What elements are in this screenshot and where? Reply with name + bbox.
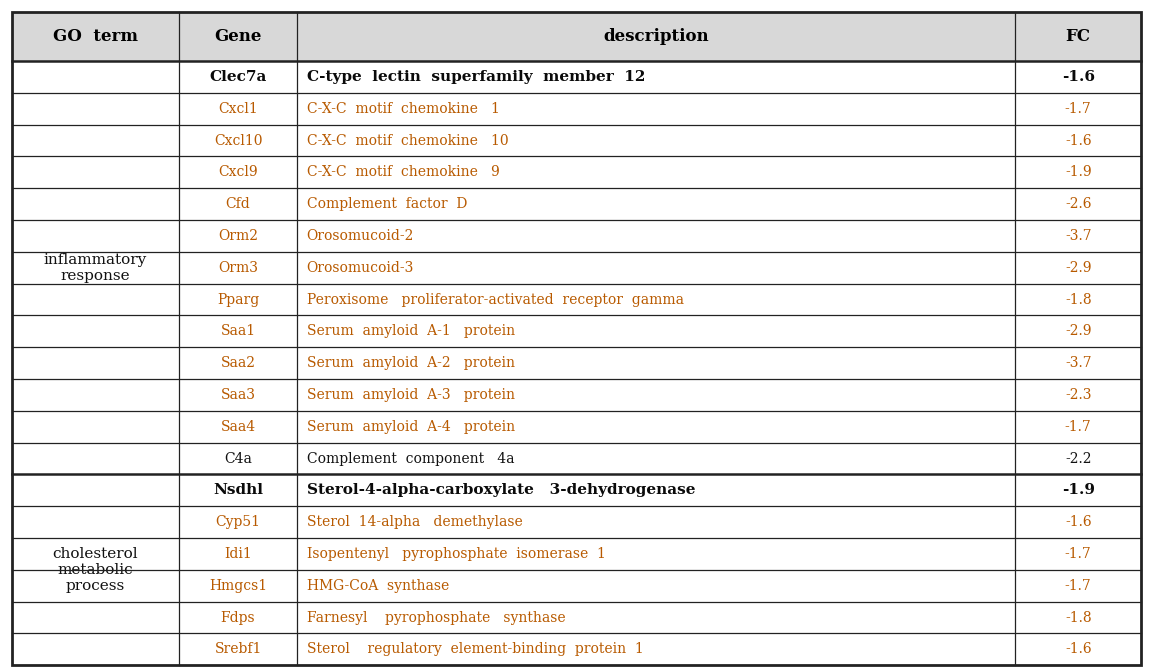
Text: cholesterol
metabolic
process: cholesterol metabolic process <box>52 547 138 593</box>
Text: -1.7: -1.7 <box>1065 101 1092 116</box>
Bar <box>12 506 1141 538</box>
Text: -2.3: -2.3 <box>1065 388 1092 402</box>
Text: Peroxisome   proliferator-activated  receptor  gamma: Peroxisome proliferator-activated recept… <box>307 292 684 306</box>
Text: GO  term: GO term <box>53 28 137 45</box>
Bar <box>12 220 1141 252</box>
Text: Cfd: Cfd <box>226 197 250 211</box>
Text: -1.7: -1.7 <box>1065 579 1092 593</box>
Text: Serum  amyloid  A-2   protein: Serum amyloid A-2 protein <box>307 356 514 370</box>
Text: -1.7: -1.7 <box>1065 420 1092 434</box>
Text: Saa2: Saa2 <box>220 356 256 370</box>
Text: Orosomucoid-2: Orosomucoid-2 <box>307 229 414 243</box>
Text: Hmgcs1: Hmgcs1 <box>209 579 267 593</box>
Text: Cxcl1: Cxcl1 <box>218 101 258 116</box>
Text: -1.8: -1.8 <box>1065 292 1092 306</box>
Bar <box>12 570 1141 601</box>
Text: Srebf1: Srebf1 <box>214 642 262 657</box>
Text: Clec7a: Clec7a <box>210 70 266 84</box>
Text: Saa1: Saa1 <box>220 325 256 339</box>
Text: C4a: C4a <box>224 452 253 466</box>
Text: Cyp51: Cyp51 <box>216 515 261 529</box>
Text: Saa3: Saa3 <box>220 388 256 402</box>
Text: Orosomucoid-3: Orosomucoid-3 <box>307 261 414 275</box>
Text: -2.2: -2.2 <box>1065 452 1092 466</box>
Text: Serum  amyloid  A-4   protein: Serum amyloid A-4 protein <box>307 420 514 434</box>
Bar <box>12 252 1141 284</box>
Text: -1.7: -1.7 <box>1065 547 1092 561</box>
Bar <box>12 443 1141 474</box>
Text: Idi1: Idi1 <box>224 547 253 561</box>
Text: inflammatory
response: inflammatory response <box>44 253 146 283</box>
Bar <box>12 12 1141 61</box>
Text: FC: FC <box>1065 28 1091 45</box>
Text: C-X-C  motif  chemokine   1: C-X-C motif chemokine 1 <box>307 101 499 116</box>
Text: -1.6: -1.6 <box>1065 515 1092 529</box>
Bar <box>12 188 1141 220</box>
Text: Saa4: Saa4 <box>220 420 256 434</box>
Text: Cxcl10: Cxcl10 <box>213 134 263 148</box>
Text: -3.7: -3.7 <box>1065 356 1092 370</box>
Bar <box>12 634 1141 665</box>
Bar <box>12 474 1141 506</box>
Bar <box>12 601 1141 634</box>
Text: -2.9: -2.9 <box>1065 325 1092 339</box>
Text: Orm2: Orm2 <box>218 229 258 243</box>
Text: HMG-CoA  synthase: HMG-CoA synthase <box>307 579 449 593</box>
Bar <box>12 125 1141 157</box>
Text: description: description <box>603 28 709 45</box>
Text: Sterol    regulatory  element-binding  protein  1: Sterol regulatory element-binding protei… <box>307 642 643 657</box>
Text: Cxcl9: Cxcl9 <box>218 165 258 179</box>
Text: -1.6: -1.6 <box>1062 70 1094 84</box>
Text: -1.6: -1.6 <box>1065 134 1092 148</box>
Text: Pparg: Pparg <box>217 292 259 306</box>
Bar <box>12 61 1141 93</box>
Bar <box>12 157 1141 188</box>
Text: Farnesyl    pyrophosphate   synthase: Farnesyl pyrophosphate synthase <box>307 611 565 624</box>
Bar <box>12 379 1141 411</box>
Bar <box>12 411 1141 443</box>
Bar <box>12 93 1141 125</box>
Text: Orm3: Orm3 <box>218 261 258 275</box>
Bar <box>12 347 1141 379</box>
Text: Isopentenyl   pyrophosphate  isomerase  1: Isopentenyl pyrophosphate isomerase 1 <box>307 547 605 561</box>
Text: -1.8: -1.8 <box>1065 611 1092 624</box>
Text: -3.7: -3.7 <box>1065 229 1092 243</box>
Text: Serum  amyloid  A-1   protein: Serum amyloid A-1 protein <box>307 325 514 339</box>
Bar <box>12 315 1141 347</box>
Text: -1.9: -1.9 <box>1065 165 1092 179</box>
Text: Complement  factor  D: Complement factor D <box>307 197 467 211</box>
Text: C-type  lectin  superfamily  member  12: C-type lectin superfamily member 12 <box>307 70 645 84</box>
Text: C-X-C  motif  chemokine   9: C-X-C motif chemokine 9 <box>307 165 499 179</box>
Text: -1.6: -1.6 <box>1065 642 1092 657</box>
Text: C-X-C  motif  chemokine   10: C-X-C motif chemokine 10 <box>307 134 508 148</box>
Text: -2.6: -2.6 <box>1065 197 1092 211</box>
Text: Sterol-4-alpha-carboxylate   3-dehydrogenase: Sterol-4-alpha-carboxylate 3-dehydrogena… <box>307 483 695 497</box>
Text: -2.9: -2.9 <box>1065 261 1092 275</box>
Text: -1.9: -1.9 <box>1062 483 1094 497</box>
Text: Serum  amyloid  A-3   protein: Serum amyloid A-3 protein <box>307 388 514 402</box>
Text: Complement  component   4a: Complement component 4a <box>307 452 514 466</box>
Text: Fdps: Fdps <box>220 611 256 624</box>
Text: Sterol  14-alpha   demethylase: Sterol 14-alpha demethylase <box>307 515 522 529</box>
Text: Nsdhl: Nsdhl <box>213 483 263 497</box>
Text: Gene: Gene <box>214 28 262 45</box>
Bar <box>12 284 1141 315</box>
Bar <box>12 538 1141 570</box>
